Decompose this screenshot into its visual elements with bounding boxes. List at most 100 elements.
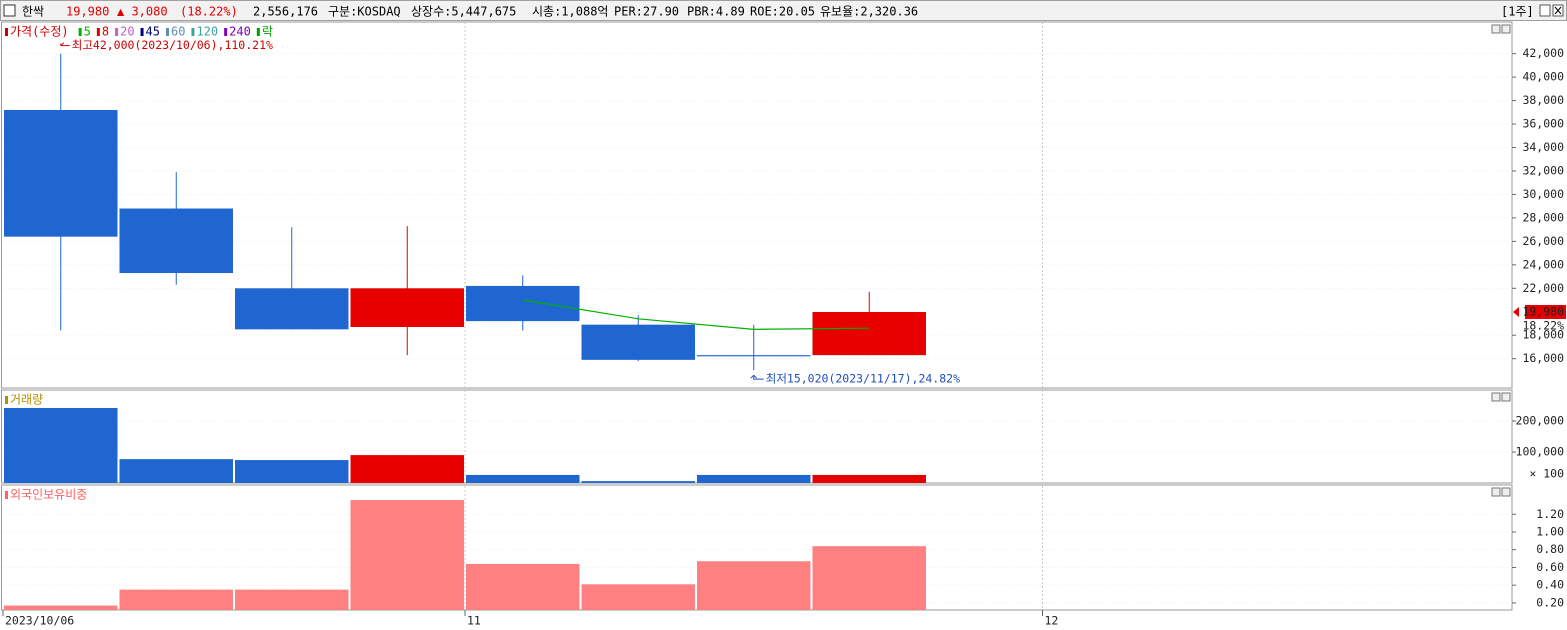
per: PER:27.90 <box>614 5 679 19</box>
change: ▲ 3,080 <box>117 5 168 19</box>
legend-marker <box>5 28 8 36</box>
bar <box>4 407 118 483</box>
bar <box>697 561 811 610</box>
legend-marker <box>96 28 100 36</box>
low-annotation: 최저15,020(2023/11/17),24.82% <box>766 372 960 386</box>
pbr: PBR:4.89 <box>687 5 745 19</box>
panel-maximize[interactable] <box>1501 487 1511 497</box>
legend-marker <box>5 396 8 404</box>
candle-body <box>812 311 926 356</box>
panel-maximize[interactable] <box>1501 24 1511 34</box>
bar <box>235 589 349 610</box>
change-pct: (18.22%) <box>180 5 238 19</box>
candle-body <box>4 109 118 237</box>
panel-minimize[interactable] <box>1491 24 1501 34</box>
y-tick-label: 40,000 <box>1522 70 1564 84</box>
unit-label: × 100 <box>1529 467 1564 481</box>
y-tick-label: 38,000 <box>1522 93 1564 107</box>
y-tick-label: 26,000 <box>1522 234 1564 248</box>
panel <box>1 21 1513 389</box>
bar <box>812 546 926 610</box>
y-tick-label: 0.60 <box>1536 560 1564 574</box>
legend-label: 5 <box>84 25 91 39</box>
period-button[interactable]: [1주] <box>1501 5 1534 19</box>
y-tick-label: 16,000 <box>1522 351 1564 365</box>
y-tick-label: 22,000 <box>1522 281 1564 295</box>
legend-label: 240 <box>229 25 251 39</box>
panel-title: 외국인보유비중 <box>10 488 87 502</box>
legend-marker <box>191 28 195 36</box>
legend-marker <box>224 28 228 36</box>
legend-marker <box>166 28 169 36</box>
legend-label: 8 <box>102 25 109 39</box>
panel-title: 가격(수정) <box>10 25 69 39</box>
roe: ROE:20.05 <box>750 5 815 19</box>
market: 구분:KOSDAQ <box>328 5 401 19</box>
bar <box>350 500 464 610</box>
candle-body <box>119 208 233 274</box>
bar <box>119 589 233 610</box>
bar <box>235 460 349 483</box>
bar <box>466 474 580 483</box>
y-tick-label: 34,000 <box>1522 140 1564 154</box>
candle-body <box>350 288 464 327</box>
bar <box>466 563 580 610</box>
candle-body <box>466 285 580 322</box>
y-tick-label: 100,000 <box>1516 445 1565 459</box>
checkbox[interactable] <box>3 4 16 17</box>
volume: 2,556,176 <box>253 5 318 19</box>
legend-label: 45 <box>146 25 160 39</box>
restore-button[interactable] <box>1539 4 1551 17</box>
panel-maximize[interactable] <box>1501 392 1511 402</box>
candle-body <box>235 288 349 330</box>
bar <box>581 584 695 610</box>
bar <box>812 474 926 483</box>
legend-marker <box>78 28 82 36</box>
legend-label: 60 <box>171 25 185 39</box>
price: 19,980 <box>66 5 109 19</box>
listed-shares: 상장수:5,447,675 <box>411 5 516 19</box>
y-tick-label: 200,000 <box>1516 414 1565 428</box>
stock-name: 한싹 <box>22 5 44 19</box>
legend-marker <box>140 28 144 36</box>
y-tick-label: 0.20 <box>1536 595 1564 609</box>
panel-title: 거래량 <box>10 393 43 407</box>
legend-label: 120 <box>196 25 218 39</box>
close-icon <box>1554 6 1562 15</box>
panel-minimize[interactable] <box>1491 392 1501 402</box>
y-tick-label: 30,000 <box>1522 187 1564 201</box>
bar <box>581 481 695 483</box>
candle-body <box>697 355 811 357</box>
y-tick-label: 32,000 <box>1522 163 1564 177</box>
bar <box>4 605 118 610</box>
y-tick-label: 36,000 <box>1522 117 1564 131</box>
legend-marker <box>256 28 260 36</box>
panel-minimize[interactable] <box>1491 487 1501 497</box>
market-cap: 시총:1,088억 <box>532 5 608 19</box>
high-arrow <box>60 42 70 47</box>
bar <box>119 459 233 483</box>
high-annotation: 최고42,000(2023/10/06),110.21% <box>72 38 273 52</box>
last-price-tag <box>1525 304 1566 319</box>
y-tick-label: 1.20 <box>1536 507 1564 521</box>
x-tick-label: 2023/10/06 <box>5 614 74 628</box>
y-tick-label: 28,000 <box>1522 210 1564 224</box>
reserve-ratio: 유보율:2,320.36 <box>820 5 918 19</box>
bar <box>350 455 464 483</box>
y-tick-label: 42,000 <box>1522 46 1564 60</box>
y-tick-label: 1.00 <box>1536 524 1564 538</box>
bar <box>697 474 811 483</box>
y-tick-label: 18,000 <box>1522 328 1564 342</box>
legend-marker <box>5 491 8 499</box>
x-tick-label: 11 <box>467 614 481 628</box>
last-price-pointer <box>1513 306 1519 317</box>
last-price-label: 19,980 <box>1522 304 1564 318</box>
candle-body <box>581 324 695 360</box>
legend-label: 락 <box>262 25 273 39</box>
low-arrow <box>750 374 764 380</box>
legend-marker <box>115 28 119 36</box>
legend-label: 20 <box>120 25 134 39</box>
y-tick-label: 0.40 <box>1536 578 1564 592</box>
y-tick-label: 24,000 <box>1522 257 1564 271</box>
